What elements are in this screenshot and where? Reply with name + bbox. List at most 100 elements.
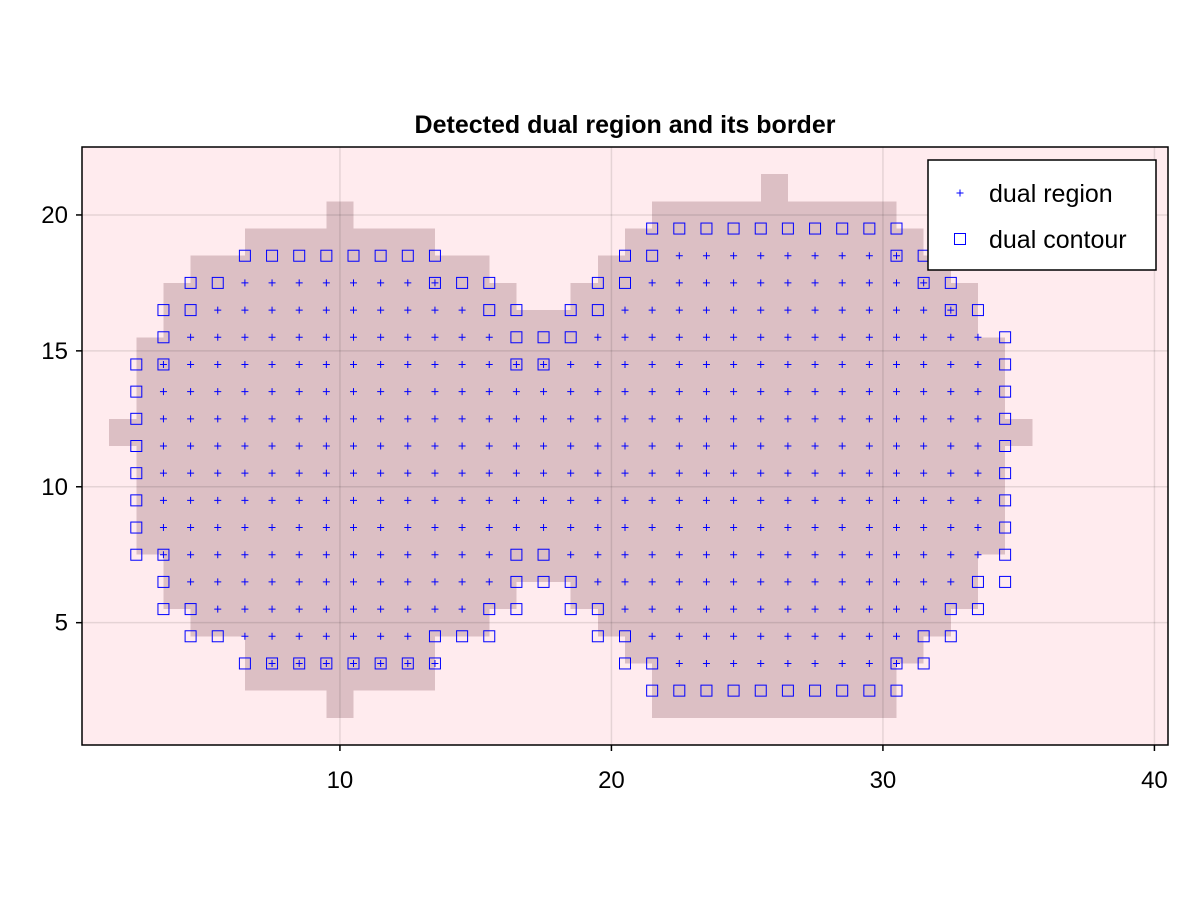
dual-region-point xyxy=(893,605,900,613)
dual-region-point xyxy=(268,605,276,613)
dual-region-point xyxy=(187,360,195,368)
dual-contour-point xyxy=(184,603,197,616)
dual-region-point xyxy=(431,524,439,532)
dual-region-point xyxy=(350,605,357,613)
dual-region-point xyxy=(621,388,629,396)
dual-region-point xyxy=(350,632,357,640)
dual-region-point xyxy=(784,659,792,667)
dual-region-point xyxy=(404,442,412,450)
dual-region-point xyxy=(322,578,330,586)
dual-contour-point xyxy=(646,249,659,262)
dual-region-point xyxy=(865,360,873,368)
dual-region-point xyxy=(458,388,466,396)
dual-contour-point xyxy=(537,575,550,588)
dual-region-point xyxy=(404,415,412,423)
dual-region-point xyxy=(947,469,955,477)
dual-region-point xyxy=(757,659,765,667)
dual-contour-point xyxy=(944,603,957,616)
dual-region-point xyxy=(865,306,873,314)
dual-region-point xyxy=(404,279,412,287)
dual-contour-point xyxy=(510,575,523,588)
dual-contour-point xyxy=(130,440,143,452)
legend: dual region dual contour xyxy=(927,159,1157,271)
dual-contour-point xyxy=(754,222,767,235)
dual-region-point xyxy=(702,605,710,613)
dual-region-point xyxy=(431,279,439,287)
dual-contour-point xyxy=(999,467,1012,480)
y-tick-label: 15 xyxy=(41,338,68,365)
dual-region-point xyxy=(893,469,900,477)
dual-contour-point xyxy=(999,385,1012,398)
dual-region-point xyxy=(920,578,928,586)
dual-region-point xyxy=(322,279,330,287)
dual-region-point xyxy=(540,360,548,368)
dual-region-point xyxy=(350,415,357,423)
dual-region-point xyxy=(974,469,982,477)
region-cell xyxy=(760,174,788,202)
region-cell xyxy=(625,228,924,256)
dual-region-point xyxy=(214,306,222,314)
dual-region-point xyxy=(838,415,846,423)
dual-region-point xyxy=(702,496,710,504)
dual-contour-point xyxy=(537,358,550,371)
y-tick-label: 5 xyxy=(55,610,68,637)
dual-contour-point xyxy=(347,249,360,262)
dual-region-point xyxy=(377,415,385,423)
dual-contour-point xyxy=(999,358,1012,371)
dual-region-point xyxy=(159,360,167,368)
dual-contour-point xyxy=(673,684,686,697)
dual-region-point xyxy=(485,360,493,368)
dual-region-point xyxy=(838,333,846,341)
dual-region-point xyxy=(784,388,792,396)
region-cell xyxy=(760,201,788,229)
dual-region-point xyxy=(865,659,873,667)
dual-region-point xyxy=(268,578,276,586)
dual-region-point xyxy=(512,360,520,368)
dual-region-point xyxy=(268,388,276,396)
dual-region-point xyxy=(567,360,575,368)
dual-region-point xyxy=(784,360,792,368)
dual-region-point xyxy=(730,551,738,559)
dual-region-point xyxy=(947,388,955,396)
dual-contour-point xyxy=(999,494,1012,507)
dual-contour-point xyxy=(293,657,306,670)
dual-region-point xyxy=(621,496,629,504)
region-cell xyxy=(597,255,951,283)
dual-region-point xyxy=(675,469,683,477)
dual-region-point xyxy=(920,524,928,532)
dual-region-point xyxy=(404,578,412,586)
dual-region-point xyxy=(811,333,819,341)
dual-contour-point xyxy=(836,222,849,235)
dual-region-point xyxy=(893,306,900,314)
dual-region-point xyxy=(540,415,548,423)
dual-region-point xyxy=(648,388,656,396)
dual-region-point xyxy=(350,442,357,450)
y-tick-label: 20 xyxy=(41,202,68,229)
dual-region-point xyxy=(377,360,385,368)
dual-region-point xyxy=(865,632,873,640)
dual-region-point xyxy=(594,524,602,532)
dual-region-point xyxy=(458,578,466,586)
dual-region-point xyxy=(377,632,385,640)
dual-region-point xyxy=(214,496,222,504)
dual-region-point xyxy=(811,442,819,450)
dual-region-point xyxy=(893,252,900,260)
dual-region-point xyxy=(241,605,249,613)
dual-region-point xyxy=(295,659,303,667)
dual-contour-point xyxy=(809,222,822,235)
dual-region-point xyxy=(241,360,249,368)
dual-region-point xyxy=(621,524,629,532)
dual-region-point xyxy=(159,442,167,450)
dual-contour-point xyxy=(619,249,631,262)
dual-contour-point xyxy=(564,331,577,344)
dual-region-point xyxy=(241,442,249,450)
dual-region-point xyxy=(322,388,330,396)
dual-region-point xyxy=(159,524,167,532)
dual-region-point xyxy=(350,524,357,532)
dual-region-point xyxy=(730,524,738,532)
dual-region-point xyxy=(268,551,276,559)
dual-region-point xyxy=(404,632,412,640)
dual-region-point xyxy=(322,415,330,423)
dual-region-point xyxy=(377,306,385,314)
